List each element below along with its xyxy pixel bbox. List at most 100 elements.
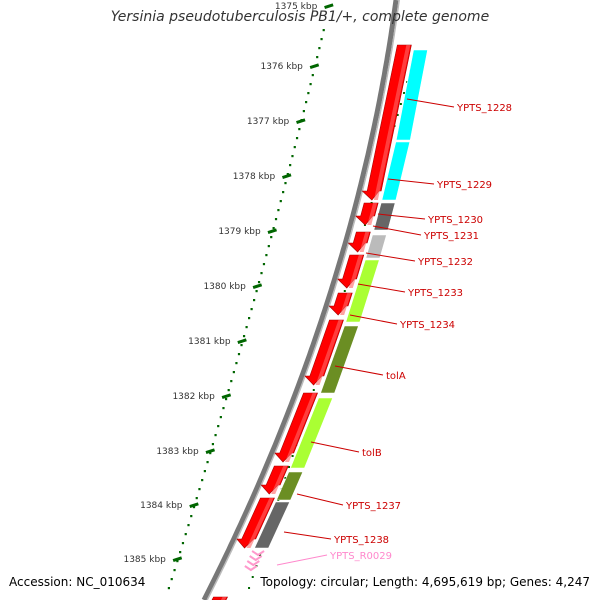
forward-gene-shade bbox=[340, 293, 352, 315]
gene-label-leader bbox=[334, 365, 384, 376]
gene-block bbox=[365, 234, 387, 259]
scale-dot bbox=[320, 38, 323, 41]
scale-dot-inner bbox=[288, 466, 291, 468]
scale-dot bbox=[289, 164, 292, 167]
forward-gene-shade bbox=[315, 320, 343, 385]
scale-tick-label: 1382 kbp bbox=[172, 392, 215, 402]
scale-dot bbox=[203, 470, 206, 473]
gene-label: tolA bbox=[386, 371, 406, 382]
scale-dot bbox=[311, 74, 314, 77]
scale-dot-inner bbox=[259, 554, 262, 556]
scale-dot-inner bbox=[403, 92, 406, 94]
gene-label: YPTS_1234 bbox=[399, 320, 455, 331]
scale-dot bbox=[253, 299, 256, 302]
scale-dot bbox=[257, 281, 261, 284]
scale-tick bbox=[309, 63, 320, 69]
gene-label-leader bbox=[276, 554, 328, 566]
scale-dot bbox=[235, 362, 238, 365]
scale-dot-inner bbox=[291, 455, 294, 457]
scale-dot bbox=[198, 488, 201, 491]
gene-block bbox=[373, 202, 396, 231]
scale-dot bbox=[318, 47, 321, 50]
gene-label-leader bbox=[377, 213, 426, 220]
scale-dot bbox=[181, 542, 185, 545]
gene-label-leader bbox=[372, 225, 422, 236]
gene-block bbox=[381, 141, 411, 201]
gene-label: YPTS_1229 bbox=[436, 180, 492, 191]
gene-label: tolB bbox=[362, 448, 382, 459]
scale-dot bbox=[201, 479, 204, 482]
scale-tick-label: 1384 kbp bbox=[140, 501, 183, 511]
scale-dot bbox=[272, 227, 275, 230]
scale-dot-inner bbox=[284, 477, 287, 479]
label-layer: YPTS_1228 YPTS_1229 YPTS_1230 YPTS_1231 YPTS… bbox=[276, 98, 512, 566]
scale-dot bbox=[224, 398, 228, 401]
accession-text: Accession: NC_010634 bbox=[9, 575, 146, 589]
scale-dot bbox=[260, 272, 263, 275]
scale-tick bbox=[281, 173, 292, 179]
scale-dot bbox=[245, 326, 248, 329]
scale-dot bbox=[316, 56, 319, 59]
scale-dot-inner bbox=[251, 576, 254, 578]
scale-tick-label: 1377 kbp bbox=[247, 117, 290, 127]
rna-gene-marker bbox=[251, 550, 265, 557]
scale-tick bbox=[237, 338, 247, 344]
forward-gene-shade bbox=[221, 597, 227, 600]
forward-gene-shade bbox=[373, 45, 411, 200]
genome-summary-text: Topology: circular; Length: 4,695,619 bp… bbox=[260, 575, 590, 589]
gene-label-leader bbox=[387, 178, 435, 185]
gene-label: YPTS_1237 bbox=[345, 501, 401, 512]
scale-dot bbox=[240, 344, 243, 347]
scale-dot bbox=[255, 290, 258, 293]
scale-dot bbox=[192, 506, 196, 509]
gene-label-leader bbox=[283, 531, 332, 540]
gene-label-leader bbox=[406, 98, 455, 108]
gene-label: YPTS_1231 bbox=[423, 231, 479, 242]
scale-dot bbox=[170, 578, 173, 581]
scale-dot-inner bbox=[399, 103, 402, 105]
scale-tick-label: 1375 kbp bbox=[275, 2, 318, 12]
scale-tick bbox=[252, 283, 263, 289]
scale-tick bbox=[324, 3, 334, 9]
scale-tick-label: 1379 kbp bbox=[218, 227, 261, 237]
scale-tick-label: 1385 kbp bbox=[123, 555, 166, 565]
scale-dot bbox=[214, 434, 217, 437]
scale-dot bbox=[206, 461, 209, 464]
scale-tick bbox=[221, 393, 232, 399]
scale-dot-inner bbox=[248, 587, 251, 589]
scale-dot bbox=[291, 155, 294, 158]
gene-block bbox=[345, 259, 380, 323]
scale-dot bbox=[227, 389, 230, 392]
gene-label: YPTS_1230 bbox=[427, 215, 483, 226]
scale-tick-label: 1376 kbp bbox=[260, 62, 303, 72]
forward-gene-shade bbox=[271, 466, 288, 494]
scale-dot bbox=[305, 101, 308, 104]
scale-dot bbox=[277, 209, 280, 212]
scale-dot bbox=[307, 92, 310, 95]
scale-dot bbox=[295, 137, 299, 140]
scale-tick bbox=[205, 448, 216, 454]
scale-dot bbox=[173, 569, 176, 572]
scale-tick-label: 1381 kbp bbox=[188, 337, 231, 347]
gene-label-leader bbox=[310, 441, 360, 453]
scale-dot bbox=[265, 254, 268, 257]
scale-dot bbox=[190, 515, 193, 518]
rna-gene-marker bbox=[249, 555, 263, 562]
scale-dot bbox=[176, 560, 179, 563]
scale-dot bbox=[262, 263, 266, 266]
scale-tick bbox=[189, 502, 199, 508]
gene-label: YPTS_1238 bbox=[333, 535, 389, 546]
rna-gene-marker bbox=[244, 565, 258, 572]
forward-gene-shade bbox=[367, 203, 378, 225]
gene-block bbox=[395, 49, 428, 141]
scale-dot bbox=[187, 524, 190, 527]
scale-dot bbox=[279, 200, 282, 203]
scale-dot bbox=[237, 353, 241, 356]
genome-backbone-highlight bbox=[206, 0, 400, 601]
gene-block bbox=[254, 501, 291, 549]
scale-layer: 1375 kbp 1376 kbp 1377 kbp 1378 kbp 1379 kbp… bbox=[123, 2, 415, 590]
scale-dot-inner bbox=[312, 389, 315, 391]
gene-label: YPTS_R0029 bbox=[329, 551, 392, 562]
gene-label: YPTS_1228 bbox=[456, 103, 512, 114]
